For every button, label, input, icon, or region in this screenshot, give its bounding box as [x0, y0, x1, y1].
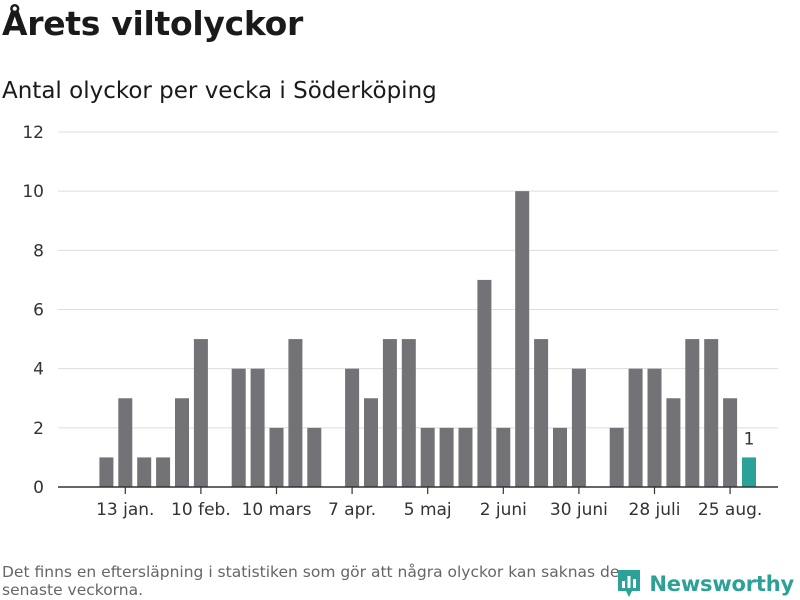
bar: [628, 368, 643, 487]
y-tick-label: 6: [33, 301, 44, 321]
bar: [288, 339, 303, 487]
bar: [685, 339, 700, 487]
x-tick-label: 10 feb.: [171, 500, 231, 520]
brand-logo: Newsworthy: [617, 568, 794, 600]
chart-title: Årets viltolyckor: [2, 4, 303, 43]
bar: [231, 368, 246, 487]
bar: [742, 457, 756, 487]
bar: [477, 279, 492, 487]
bar: [382, 339, 397, 487]
bar: [345, 368, 360, 487]
bar: [401, 339, 416, 487]
x-tick-label: 7 apr.: [328, 500, 376, 520]
bar: [496, 427, 511, 487]
x-tick-label: 5 maj: [404, 500, 452, 520]
x-tick-label: 13 jan.: [96, 500, 154, 520]
bar: [269, 427, 284, 487]
bar: [704, 339, 719, 487]
data-label: 1: [744, 429, 755, 449]
bar: [420, 427, 435, 487]
footer-note: Det finns en eftersläpning i statistiken…: [2, 563, 620, 599]
bar: [364, 398, 378, 487]
bar: [666, 398, 681, 487]
bar: [553, 427, 567, 487]
bar: [156, 457, 171, 487]
bar-chart: 0 2 4 6 8 10 12 1 13 jan. 10 feb. 10 mars 7 apr. 5 m…: [22, 123, 778, 520]
y-tick-label: 10: [22, 182, 44, 202]
bar: [723, 398, 738, 487]
bar: [647, 368, 662, 487]
bar: [571, 368, 586, 487]
x-tick-label: 2 juni: [480, 500, 527, 520]
y-tick-label: 4: [33, 360, 44, 380]
bar: [137, 457, 152, 487]
bar: [307, 427, 322, 487]
bar: [118, 398, 133, 487]
bar: [193, 339, 208, 487]
y-tick-label: 8: [33, 241, 44, 261]
y-tick-label: 0: [33, 478, 44, 498]
chart-subtitle: Antal olyckor per vecka i Söderköping: [2, 78, 437, 104]
x-tick-label: 28 juli: [629, 500, 681, 520]
x-tick-label: 25 aug.: [698, 500, 762, 520]
bar: [458, 427, 473, 487]
bar: [439, 427, 454, 487]
newsworthy-logo-icon: [618, 570, 641, 597]
bar: [609, 427, 624, 487]
bar: [175, 398, 189, 487]
x-tick-label: 10 mars: [242, 500, 312, 520]
brand-name: Newsworthy: [649, 572, 794, 596]
x-tick-label: 30 juni: [550, 500, 608, 520]
bar: [515, 191, 530, 487]
bar: [534, 339, 549, 487]
bar: [250, 368, 265, 487]
y-tick-label: 2: [33, 419, 44, 439]
bar: [99, 457, 114, 487]
y-tick-label: 12: [22, 123, 44, 143]
